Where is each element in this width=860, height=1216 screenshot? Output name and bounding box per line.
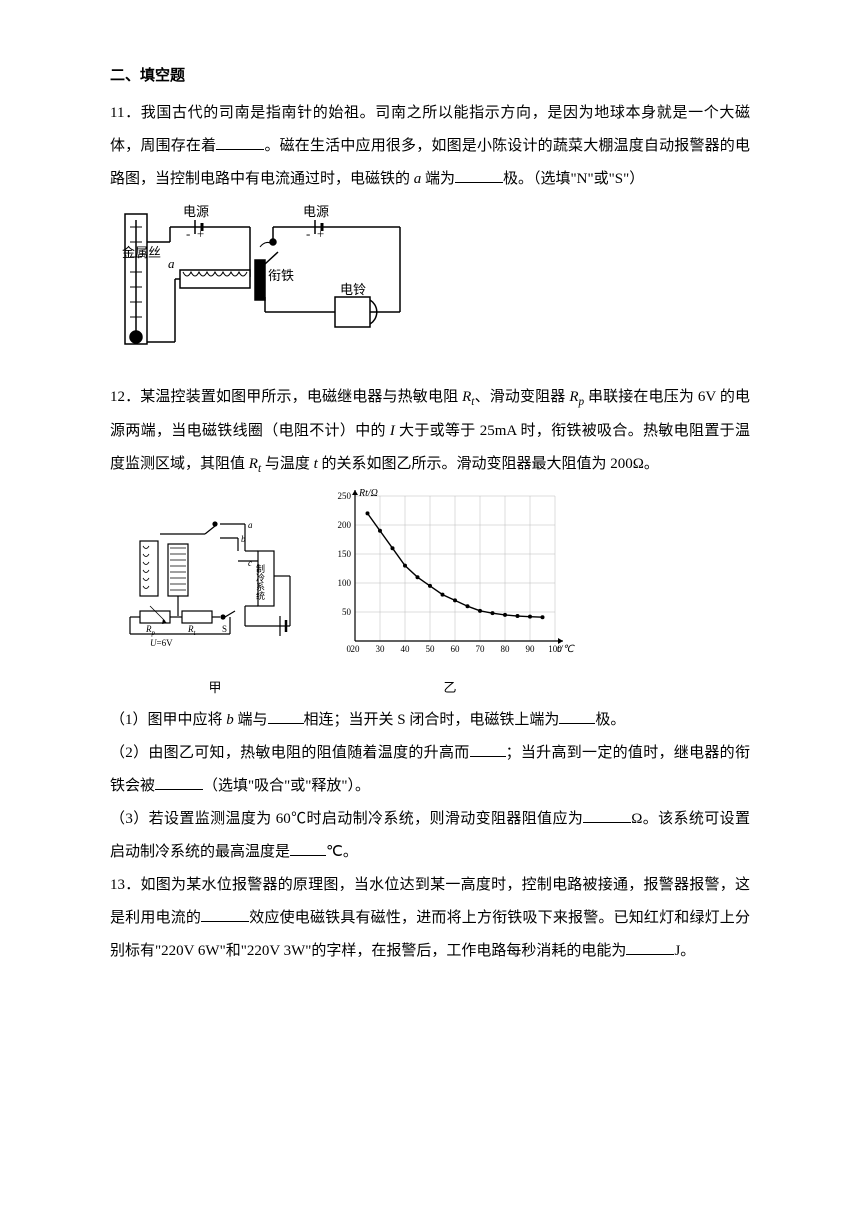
fig-cap-jia: 甲 bbox=[120, 674, 310, 703]
q11-figure: 电源 电源 - + - + 金属丝 a 衔铁 电铃 bbox=[120, 202, 750, 375]
blank bbox=[216, 134, 264, 151]
svg-text:Rt: Rt bbox=[187, 624, 197, 637]
svg-text:50: 50 bbox=[342, 607, 352, 617]
q12-num: 12． bbox=[110, 389, 140, 405]
q12-figures: a b c 制冷系统 Rp Rt S U=6V 甲 20 30 40 50 60 70 80… bbox=[120, 486, 750, 703]
section-title: 二、填空题 bbox=[110, 60, 750, 93]
lbl-ps-r: 电源 bbox=[303, 204, 329, 219]
svg-text:50: 50 bbox=[426, 644, 436, 654]
svg-text:a: a bbox=[248, 520, 253, 530]
svg-text:t/℃: t/℃ bbox=[557, 644, 576, 655]
q11-t3: 端为 bbox=[421, 171, 455, 187]
lbl-ps-l: 电源 bbox=[183, 204, 209, 219]
svg-text:Rp: Rp bbox=[145, 624, 156, 637]
blank bbox=[155, 774, 203, 791]
var-b: b bbox=[226, 712, 234, 728]
blank bbox=[626, 939, 674, 956]
svg-text:20: 20 bbox=[351, 644, 361, 654]
q11-text: 11．我国古代的司南是指南针的始祖。司南之所以能指示方向，是因为地球本身就是一个… bbox=[110, 97, 750, 196]
q12-fig-left: a b c 制冷系统 Rp Rt S U=6V 甲 bbox=[120, 516, 310, 703]
svg-text:40: 40 bbox=[401, 644, 411, 654]
lbl-bell: 电铃 bbox=[340, 282, 366, 297]
blank bbox=[470, 741, 506, 758]
q12-p1: （1）图甲中应将 b 端与相连；当开关 S 闭合时，电磁铁上端为极。 bbox=[110, 704, 750, 737]
q11-t4: 极。（选填"N"或"S"） bbox=[503, 171, 644, 187]
blank bbox=[455, 167, 503, 184]
q12-p3: （3）若设置监测温度为 60℃时启动制冷系统，则滑动变阻器阻值应为Ω。该系统可设… bbox=[110, 803, 750, 869]
svg-text:90: 90 bbox=[526, 644, 536, 654]
blank bbox=[201, 906, 249, 923]
lbl-arm: 衔铁 bbox=[268, 268, 294, 283]
q12-text: 12．某温控装置如图甲所示，电磁继电器与热敏电阻 Rt、滑动变阻器 Rp 串联接… bbox=[110, 381, 750, 482]
svg-text:150: 150 bbox=[338, 549, 352, 559]
svg-text:U=6V: U=6V bbox=[150, 638, 173, 648]
q12-p2: （2）由图乙可知，热敏电阻的阻值随着温度的升高而；当升高到一定的值时，继电器的衔… bbox=[110, 737, 750, 803]
blank bbox=[268, 708, 304, 725]
q12-t2: 、滑动变阻器 bbox=[474, 389, 569, 405]
lbl-a: a bbox=[168, 256, 175, 271]
svg-text:b: b bbox=[241, 534, 246, 544]
q12-t5: 与温度 bbox=[261, 456, 314, 472]
svg-text:60: 60 bbox=[451, 644, 461, 654]
q12-t6: 的关系如图乙所示。滑动变阻器最大阻值为 200Ω。 bbox=[318, 456, 659, 472]
fig-cap-yi: 乙 bbox=[320, 674, 580, 703]
q11-num: 11． bbox=[110, 105, 141, 121]
svg-text:- +: - + bbox=[306, 226, 324, 241]
var-Rt: R bbox=[462, 389, 471, 405]
svg-text:c: c bbox=[248, 558, 252, 568]
blank bbox=[290, 840, 326, 857]
svg-text:Rt/Ω: Rt/Ω bbox=[358, 488, 378, 499]
svg-text:200: 200 bbox=[338, 520, 352, 530]
blank bbox=[583, 807, 631, 824]
svg-text:70: 70 bbox=[476, 644, 486, 654]
q13-num: 13． bbox=[110, 877, 141, 893]
svg-text:S: S bbox=[222, 624, 227, 634]
svg-text:250: 250 bbox=[338, 491, 352, 501]
q13-text: 13．如图为某水位报警器的原理图，当水位达到某一高度时，控制电路被接通，报警器报… bbox=[110, 869, 750, 968]
svg-text:- +: - + bbox=[186, 226, 204, 241]
svg-text:80: 80 bbox=[501, 644, 511, 654]
svg-text:30: 30 bbox=[376, 644, 386, 654]
lbl-wire: 金属丝 bbox=[122, 245, 161, 260]
svg-text:制冷系统: 制冷系统 bbox=[255, 562, 265, 600]
svg-text:0: 0 bbox=[347, 644, 352, 654]
blank bbox=[559, 708, 595, 725]
q12-t1: 某温控装置如图甲所示，电磁继电器与热敏电阻 bbox=[140, 389, 462, 405]
var-Rt2: R bbox=[249, 456, 258, 472]
q12-fig-chart: 2030405060708090100501001502002500Rt/Ωt/… bbox=[320, 486, 580, 703]
svg-text:100: 100 bbox=[338, 578, 352, 588]
